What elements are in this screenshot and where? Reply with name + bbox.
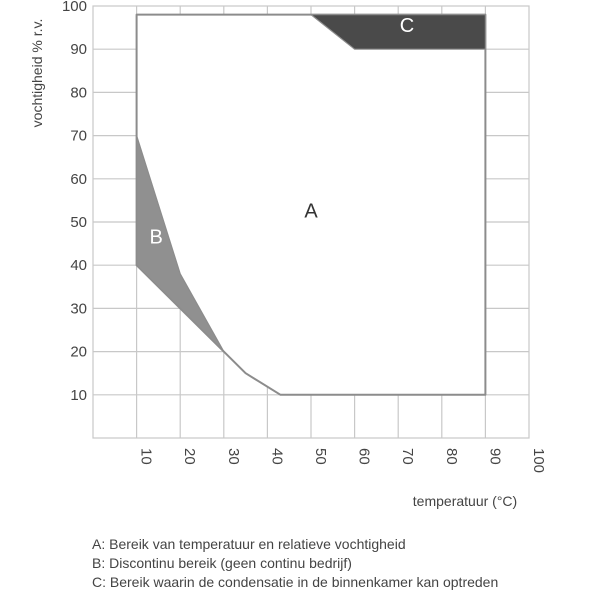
x-tick-label: 30 (225, 448, 242, 465)
x-tick-label: 10 (138, 448, 155, 465)
region-label-b: B (150, 227, 163, 249)
region-c (310, 14, 486, 50)
y-tick-label: 30 (70, 300, 87, 317)
x-tick-label: 60 (356, 448, 373, 465)
legend-item-b: B: Discontinu bereik (geen continu bedri… (92, 555, 352, 571)
y-tick-label: 50 (70, 214, 87, 231)
region-labels: A B C (150, 15, 415, 249)
legend-item-a: A: Bereik van temperatuur en relatieve v… (92, 536, 406, 552)
region-label-c: C (400, 15, 414, 37)
y-tick-label: 80 (70, 84, 87, 101)
y-tick-label: 90 (70, 41, 87, 58)
y-tick-label: 40 (70, 257, 87, 274)
x-tick-label: 80 (443, 448, 460, 465)
region-label-a: A (304, 201, 318, 223)
y-tick-label: 70 (70, 128, 87, 145)
x-tick-label: 40 (268, 448, 285, 465)
chart: 10 20 30 40 50 60 70 80 90 100 10 20 30 40 50 60 70 80 90 1… (29, 0, 547, 509)
y-tick-label: 60 (70, 171, 87, 188)
x-tick-label: 100 (530, 448, 547, 473)
y-tick-label: 10 (70, 387, 87, 404)
legend: A: Bereik van temperatuur en relatieve v… (92, 535, 498, 592)
chart-ticks: 10 20 30 40 50 60 70 80 90 100 10 20 30 40 50 60 70 80 90 1… (62, 0, 547, 473)
chart-regions (135, 13, 487, 396)
y-tick-label: 20 (70, 344, 87, 361)
y-tick-label: 100 (62, 0, 87, 15)
x-tick-label: 70 (399, 448, 416, 465)
x-tick-label: 50 (312, 448, 329, 465)
y-axis-label: vochtigheid % r.v. (29, 19, 45, 128)
x-axis-label: temperatuur (°C) (413, 493, 517, 509)
region-b (136, 135, 225, 353)
x-tick-label: 20 (181, 448, 198, 465)
legend-item-c: C: Bereik waarin de condensatie in de bi… (92, 574, 499, 590)
x-tick-label: 90 (486, 448, 503, 465)
